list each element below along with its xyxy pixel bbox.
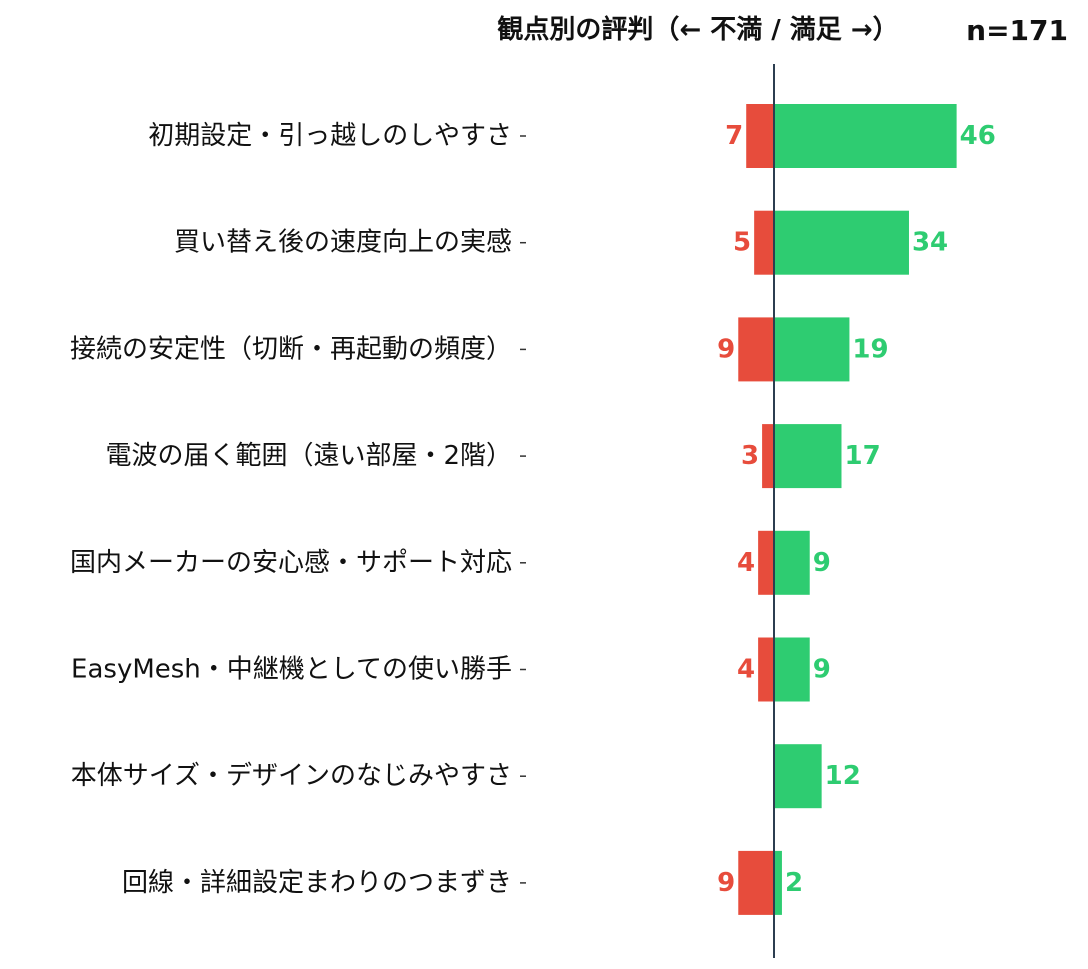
category-label: 初期設定・引っ越しのしやすさ [148, 121, 512, 151]
dissatisfied-bar [754, 210, 774, 275]
satisfied-value-label: 2 [785, 868, 803, 898]
chart-row: 接続の安定性（切断・再起動の頻度） 9 19 [70, 317, 889, 382]
dissatisfied-value-label: 4 [737, 548, 755, 578]
dissatisfied-bar [762, 424, 774, 489]
satisfied-value-label: 46 [960, 121, 996, 151]
chart-row: 国内メーカーの安心感・サポート対応 4 9 [70, 530, 831, 595]
satisfied-bar [774, 317, 850, 382]
satisfied-value-label: 17 [844, 441, 880, 471]
satisfied-bar [774, 637, 810, 702]
dissatisfied-value-label: 9 [717, 868, 735, 898]
category-label: EasyMesh・中継機としての使い勝手 [71, 655, 512, 685]
dissatisfied-bar [738, 317, 774, 382]
category-label: 回線・詳細設定まわりのつまずき [122, 868, 512, 898]
dissatisfied-bar [758, 530, 774, 595]
chart-row: EasyMesh・中継機としての使い勝手 4 9 [71, 637, 831, 702]
category-label: 国内メーカーの安心感・サポート対応 [70, 548, 512, 578]
dissatisfied-bar [758, 637, 774, 702]
category-label: 買い替え後の速度向上の実感 [174, 228, 512, 258]
satisfied-value-label: 9 [813, 655, 831, 685]
chart-row: 初期設定・引っ越しのしやすさ 7 46 [148, 104, 996, 168]
category-label: 本体サイズ・デザインのなじみやすさ [71, 761, 512, 791]
category-label: 接続の安定性（切断・再起動の頻度） [70, 334, 512, 364]
satisfied-value-label: 19 [852, 334, 888, 364]
dissatisfied-value-label: 4 [737, 655, 755, 685]
satisfied-bar [774, 424, 842, 489]
satisfied-bar [774, 104, 957, 168]
chart-row: 本体サイズ・デザインのなじみやすさ 12 [71, 744, 861, 809]
satisfied-bar [774, 850, 782, 915]
dissatisfied-value-label: 7 [725, 121, 743, 151]
chart-row: 買い替え後の速度向上の実感 5 34 [174, 210, 948, 275]
satisfied-bar [774, 530, 810, 595]
dissatisfied-value-label: 5 [733, 228, 751, 258]
satisfied-bar [774, 744, 822, 809]
dissatisfied-value-label: 3 [741, 441, 759, 471]
chart-row: 回線・詳細設定まわりのつまずき 9 2 [122, 850, 803, 915]
satisfied-value-label: 12 [825, 761, 861, 791]
chart-title: 観点別の評判（← 不満 / 満足 →） [497, 14, 898, 45]
category-label: 電波の届く範囲（遠い部屋・2階） [105, 441, 512, 471]
satisfied-value-label: 9 [813, 548, 831, 578]
chart-row: 電波の届く範囲（遠い部屋・2階） 3 17 [105, 424, 881, 489]
dissatisfied-bar [746, 104, 774, 168]
satisfied-value-label: 34 [912, 228, 948, 258]
satisfied-bar [774, 210, 909, 275]
dissatisfied-bar [738, 850, 774, 915]
sample-size-label: n=171 [966, 14, 1068, 47]
dissatisfied-value-label: 9 [717, 334, 735, 364]
